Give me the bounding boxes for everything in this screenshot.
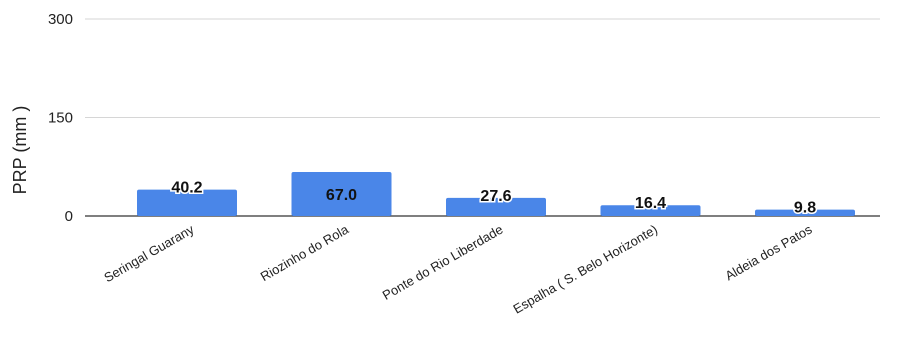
x-axis-category-labels: Seringal Guarany Riozinho do Rola Ponte do…: [101, 221, 815, 316]
y-tick-label: 300: [48, 11, 73, 28]
bar: [755, 209, 855, 216]
data-label: 16.4: [635, 195, 666, 212]
x-category-label: Seringal Guarany: [101, 221, 197, 285]
gridlines: [85, 18, 880, 217]
y-tick-label: 150: [48, 110, 73, 127]
x-category-label: Riozinho do Rola: [258, 221, 352, 284]
y-axis-title: PRP (mm ): [10, 106, 30, 195]
bar: [446, 197, 546, 216]
bar: [600, 205, 701, 216]
bar: [291, 172, 392, 216]
x-category-label: Espalha ( S. Belo Horizonte): [510, 222, 660, 317]
x-category-label: Ponte do Rio Liberdade: [380, 222, 506, 303]
x-category-label: Aldeia dos Patos: [722, 221, 814, 283]
data-label: 40.2: [171, 180, 202, 197]
data-label: 67.0: [326, 187, 357, 204]
y-axis-tick-labels: 0 150 300: [48, 11, 73, 225]
data-label: 27.6: [480, 188, 511, 205]
data-labels: 40.2 67.0 27.6 16.4 9.8: [170, 178, 818, 218]
data-label: 9.8: [794, 200, 816, 217]
bars: [137, 172, 855, 216]
y-tick-label: 0: [65, 208, 73, 225]
bar: [137, 189, 237, 216]
